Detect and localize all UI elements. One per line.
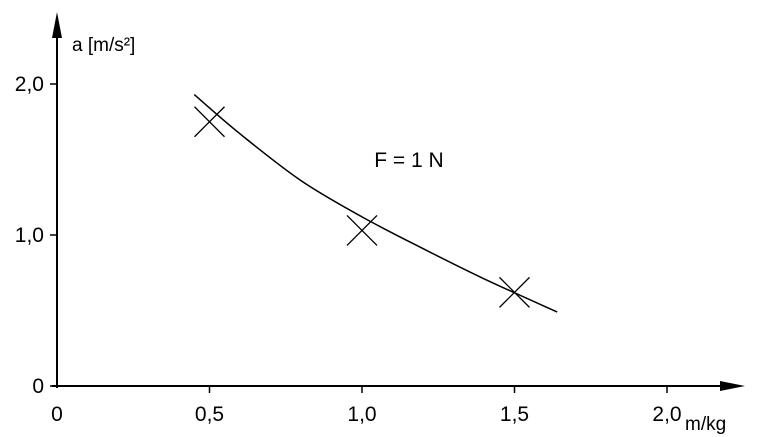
data-point-2 [499, 276, 530, 308]
y-ticks: 0 1,0 2,0 [15, 73, 57, 398]
x-ticks: 0,5 1,0 1,5 2,0 [195, 386, 682, 426]
x-tick-label-3: 2,0 [652, 403, 681, 426]
y-tick-label-2: 2,0 [15, 73, 44, 96]
data-point-0 [194, 106, 225, 138]
annotation-0: F = 1 N [374, 149, 443, 172]
x-tick-label-1: 1,0 [347, 403, 376, 426]
x-origin-label: 0 [51, 403, 63, 426]
annotations: F = 1 N [374, 149, 443, 172]
y-tick-label-0: 0 [32, 375, 44, 398]
x-axis-label: m/kg [685, 414, 726, 435]
data-points [194, 106, 530, 308]
y-tick-label-1: 1,0 [15, 224, 44, 247]
fit-curve [193, 94, 558, 313]
data-point-1-stroke-b [346, 215, 378, 246]
y-axis-arrow [52, 12, 62, 38]
x-axis-arrow [720, 381, 745, 391]
data-point-2-stroke-b [499, 276, 530, 308]
x-tick-label-0: 0,5 [195, 403, 224, 426]
x-tick-label-2: 1,5 [500, 403, 529, 426]
y-axis-label: a [m/s²] [72, 35, 135, 56]
data-point-0-stroke-b [194, 106, 225, 138]
data-point-1 [346, 215, 378, 246]
